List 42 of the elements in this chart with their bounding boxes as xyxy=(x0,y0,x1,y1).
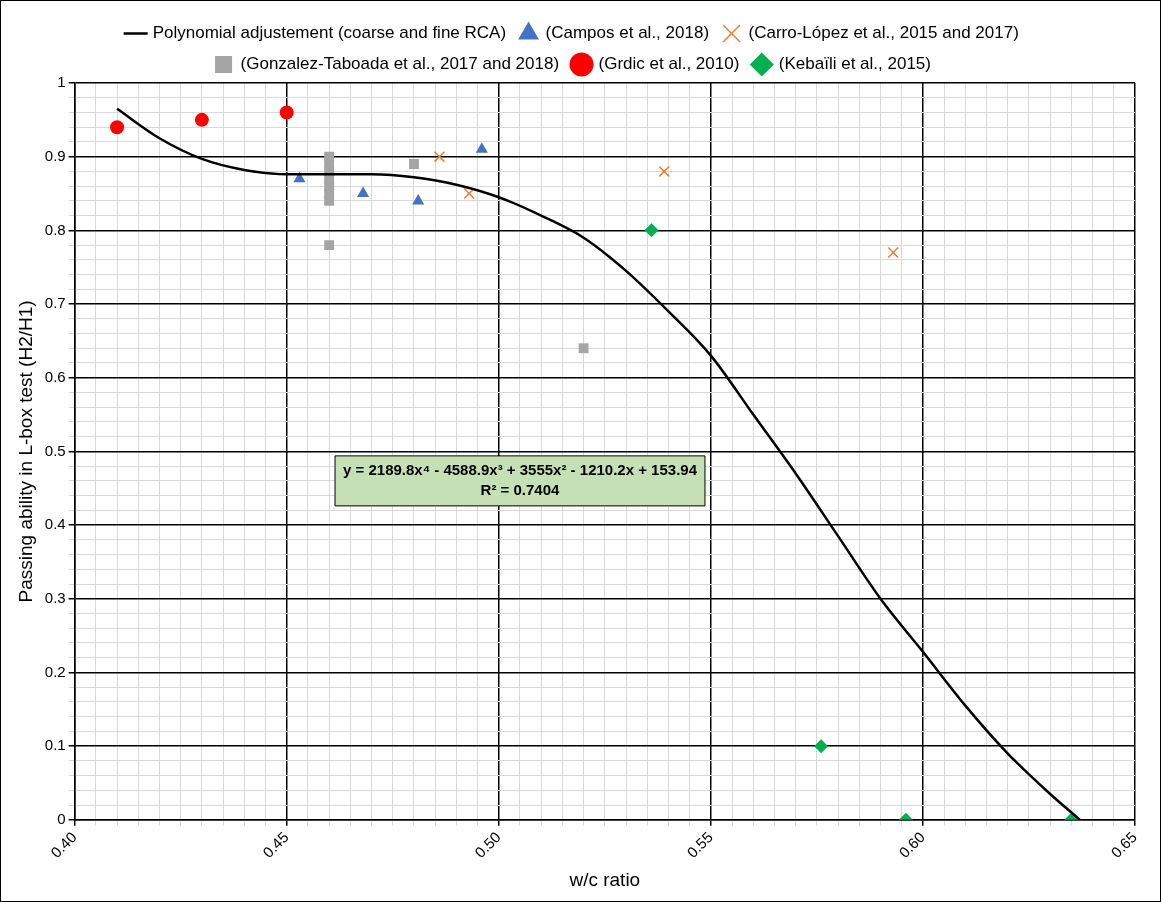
point xyxy=(110,120,125,135)
point xyxy=(475,142,488,153)
point xyxy=(324,240,335,251)
x-tick-label: 0.40 xyxy=(47,828,80,861)
y-tick-label: 0.1 xyxy=(44,736,66,754)
y-tick-label: 1 xyxy=(57,73,66,91)
legend-label: (Gonzalez-Taboada et al., 2017 and 2018) xyxy=(240,54,560,74)
point xyxy=(644,223,659,238)
x-tick-label: 0.55 xyxy=(683,828,716,861)
point xyxy=(887,246,899,259)
point xyxy=(324,151,335,162)
y-tick-label: 0.8 xyxy=(44,220,66,238)
point xyxy=(194,112,209,127)
x-axis-title: w/c ratio xyxy=(568,868,641,890)
point xyxy=(463,187,475,200)
y-tick-label: 0.7 xyxy=(44,294,66,312)
point xyxy=(279,105,294,120)
y-tick-label: 0.6 xyxy=(44,367,66,385)
point xyxy=(357,186,370,198)
y-tick-label: 0.2 xyxy=(44,662,66,680)
y-tick-label: 0.9 xyxy=(44,146,66,164)
legend-label: Polynomial adjustement (coarse and fine RCA) xyxy=(152,23,507,43)
legend-label: (Campos et al., 2018) xyxy=(545,23,710,43)
point xyxy=(433,150,446,163)
x-tick-label: 0.45 xyxy=(259,828,292,861)
legend-label: (Carro-López et al., 2015 and 2017) xyxy=(748,23,1019,43)
y-tick-label: 0 xyxy=(57,809,66,827)
annotation: R² = 0.7404 xyxy=(480,481,561,499)
y-tick-label: 0.4 xyxy=(44,515,66,533)
legend-label: (Kebaïli et al., 2015) xyxy=(778,54,931,74)
y-tick-label: 0.3 xyxy=(44,588,66,606)
legend-label: (Grdic et al., 2010) xyxy=(598,54,740,74)
x-tick-label: 0.60 xyxy=(895,828,928,861)
annotation: y = 2189.8x⁴ - 4588.9x³ + 3555x² - 1210.2x + 153.94 xyxy=(343,461,698,479)
y-tick-label: 0.5 xyxy=(44,441,66,459)
y-axis-title: Passing ability in L-box test (H2/H1) xyxy=(14,300,36,603)
point xyxy=(578,343,589,354)
point xyxy=(409,159,419,169)
x-tick-label: 0.65 xyxy=(1107,828,1141,861)
point xyxy=(658,165,670,178)
point xyxy=(412,193,425,205)
x-tick-label: 0.50 xyxy=(471,828,504,861)
